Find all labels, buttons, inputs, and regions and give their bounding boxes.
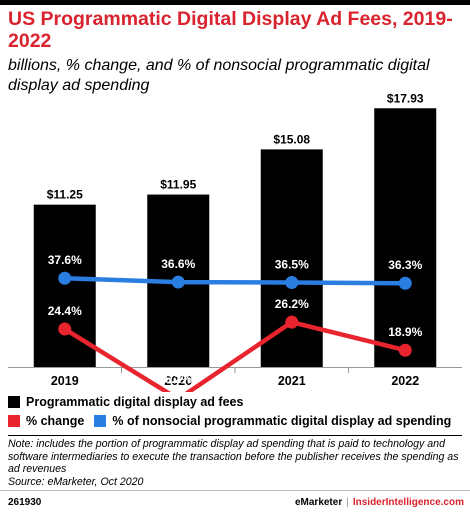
chart-subtitle: billions, % change, and % of nonsocial p… <box>8 57 430 94</box>
chart-id: 261930 <box>8 497 42 508</box>
change-point-2019 <box>58 322 72 336</box>
legend-row-1: Programmatic digital display ad fees <box>8 395 243 409</box>
source-text: Source: eMarketer, Oct 2020 <box>8 475 144 488</box>
x-tick-label-2021: 2021 <box>278 374 306 388</box>
change-label-2022: 18.9% <box>388 325 422 339</box>
change-label-2020: 6.2% <box>165 372 193 386</box>
share-label-2022: 36.3% <box>388 258 422 272</box>
bar-label-2021: $15.08 <box>273 132 310 146</box>
x-tick-label-2022: 2022 <box>391 374 419 388</box>
legend-swatch-change <box>8 415 20 427</box>
x-tick-label-2020: 2020 <box>164 374 192 388</box>
change-line <box>62 319 408 392</box>
share-label-2020: 36.6% <box>161 257 195 271</box>
note-text: Note: includes the portion of programmat… <box>8 438 459 475</box>
change-point-2021 <box>285 315 299 329</box>
share-line <box>62 275 408 286</box>
bar-2021 <box>260 149 323 367</box>
brand-emarketer: eMarketer <box>294 497 343 508</box>
legend-label-share: % of nonsocial programmatic digital disp… <box>112 414 452 428</box>
legend-label-bars: Programmatic digital display ad fees <box>26 395 244 409</box>
bar-label-2020: $11.95 <box>160 178 196 192</box>
bar-2022 <box>374 108 437 367</box>
legend-label-change: % change <box>26 414 85 428</box>
share-point-2022 <box>398 276 412 290</box>
bar-label-2022: $17.93 <box>387 91 424 105</box>
brand-footer: eMarketer | InsiderIntelligence.com <box>295 497 464 508</box>
brand-insider-intelligence: InsiderIntelligence.com <box>352 497 464 508</box>
chart-canvas: $11.25 $11.95 $15.08 $17.93 2019 2020 2021 2022… <box>8 91 462 392</box>
chart-title: US Programmatic Digital Display Ad Fees,… <box>8 8 453 52</box>
brand-separator: | <box>346 497 349 508</box>
legend-swatch-share <box>94 415 107 427</box>
share-point-2021 <box>285 275 299 289</box>
change-label-2021: 26.2% <box>275 297 309 311</box>
note-divider <box>8 435 462 436</box>
legend-row-2: % change % of nonsocial programmatic dig… <box>8 414 461 428</box>
share-label-2021: 36.5% <box>275 257 309 271</box>
share-label-2019: 37.6% <box>48 253 82 267</box>
legend-item-change: % change <box>8 414 84 428</box>
x-tick-label-2019: 2019 <box>51 374 79 388</box>
change-label-2019: 24.4% <box>48 304 82 318</box>
share-point-2020 <box>171 275 185 289</box>
top-rule <box>0 0 470 5</box>
footer-divider <box>0 490 470 491</box>
share-point-2019 <box>58 271 72 285</box>
legend-item-share: % of nonsocial programmatic digital disp… <box>94 414 451 428</box>
bar-label-2019: $11.25 <box>47 188 83 202</box>
change-point-2022 <box>398 343 412 357</box>
legend-swatch-bars <box>8 396 20 408</box>
note-block: Note: includes the portion of programmat… <box>8 438 464 488</box>
